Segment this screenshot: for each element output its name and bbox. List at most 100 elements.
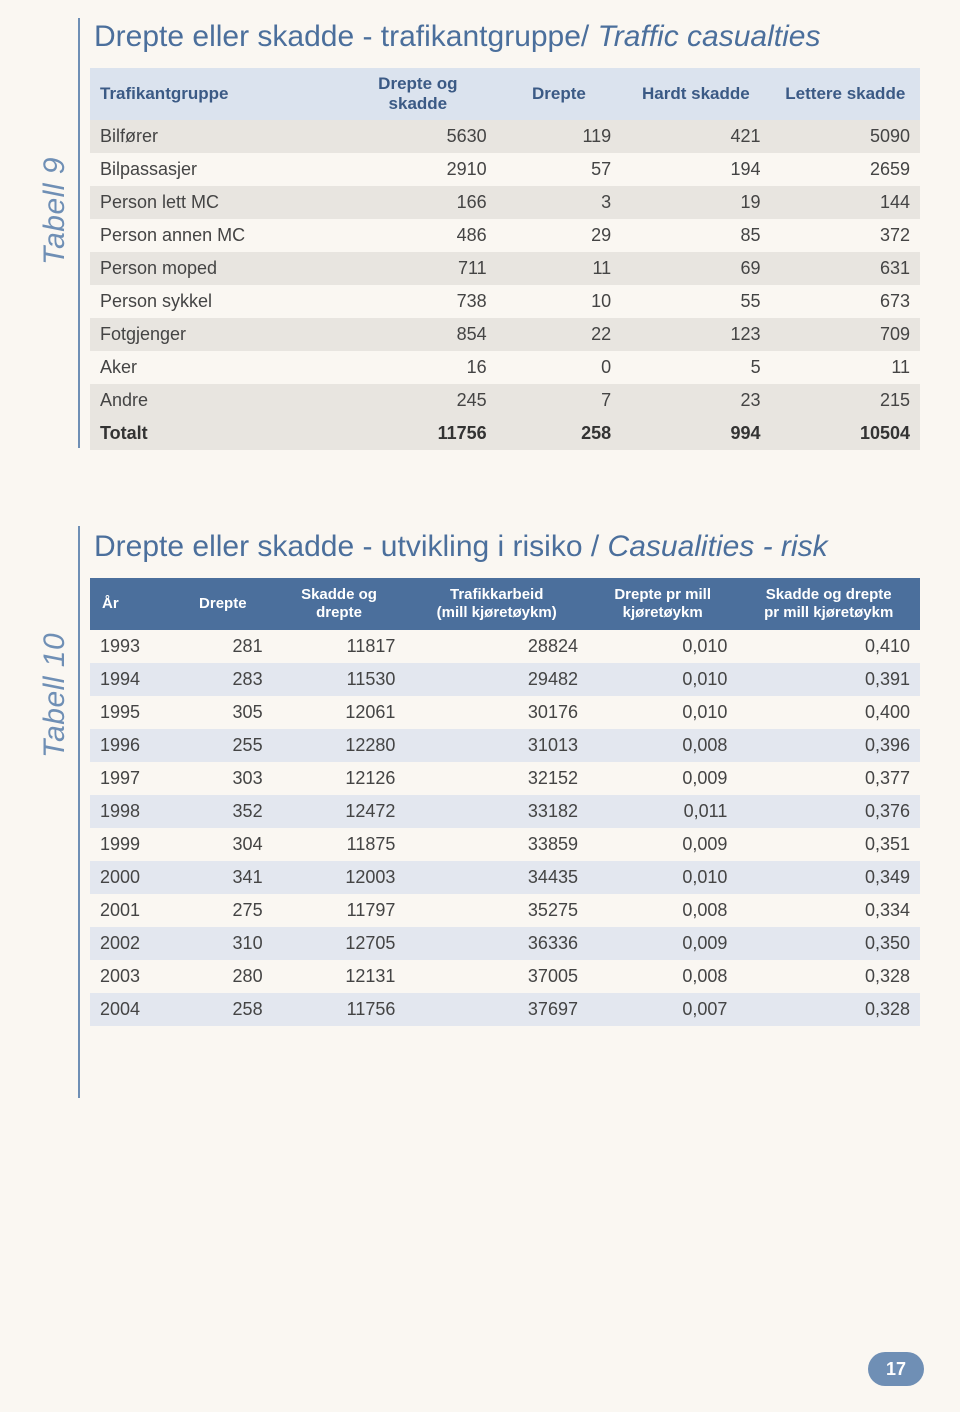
table-cell: 352 xyxy=(173,795,273,828)
table-cell: 85 xyxy=(621,219,770,252)
table-cell: 35275 xyxy=(405,894,588,927)
table-cell: 5630 xyxy=(339,120,497,153)
table-row: Person moped7111169631 xyxy=(90,252,920,285)
table-row: 199328111817288240,0100,410 xyxy=(90,630,920,663)
table-cell: 0,391 xyxy=(737,663,920,696)
table-cell: 34435 xyxy=(405,861,588,894)
table9-title-italic: Traffic casualties xyxy=(598,20,821,53)
table-cell: Fotgjenger xyxy=(90,318,339,351)
table-cell: 11756 xyxy=(273,993,406,1026)
table-cell: 2004 xyxy=(90,993,173,1026)
page-number-badge: 17 xyxy=(868,1352,924,1386)
table-cell: 0,008 xyxy=(588,960,737,993)
table-total-row: Totalt1175625899410504 xyxy=(90,417,920,450)
table-row: Fotgjenger85422123709 xyxy=(90,318,920,351)
table-row: Bilpassasjer2910571942659 xyxy=(90,153,920,186)
table-cell: 7 xyxy=(497,384,622,417)
table-cell: 421 xyxy=(621,120,770,153)
table9-title-plain: Drepte eller skadde - trafikantgruppe/ xyxy=(94,20,598,53)
table9-title: Drepte eller skadde - trafikantgruppe/ T… xyxy=(90,20,920,54)
table-cell: Totalt xyxy=(90,417,339,450)
table-row: 199428311530294820,0100,391 xyxy=(90,663,920,696)
page-number: 17 xyxy=(886,1359,906,1380)
table-cell: 1994 xyxy=(90,663,173,696)
table10-title-plain: Drepte eller skadde - utvikling i risiko… xyxy=(94,530,608,563)
table10-col-2: Skadde ogdrepte xyxy=(273,578,406,630)
table-cell: 283 xyxy=(173,663,273,696)
table-cell: 0,376 xyxy=(737,795,920,828)
table-cell: 303 xyxy=(173,762,273,795)
table-cell: 12280 xyxy=(273,729,406,762)
table-row: 200328012131370050,0080,328 xyxy=(90,960,920,993)
table-cell: 0,011 xyxy=(588,795,737,828)
table9-col-3: Hardt skadde xyxy=(621,68,770,120)
table-cell: 0,008 xyxy=(588,894,737,927)
table-cell: Bilpassasjer xyxy=(90,153,339,186)
table-cell: 1993 xyxy=(90,630,173,663)
table-cell: 166 xyxy=(339,186,497,219)
table-cell: 0 xyxy=(497,351,622,384)
table-cell: 994 xyxy=(621,417,770,450)
table-cell: 0,377 xyxy=(737,762,920,795)
table-cell: Person sykkel xyxy=(90,285,339,318)
table9-col-4: Lettere skadde xyxy=(771,68,920,120)
table-cell: 245 xyxy=(339,384,497,417)
table-cell: 486 xyxy=(339,219,497,252)
table-cell: 12003 xyxy=(273,861,406,894)
table-cell: 10 xyxy=(497,285,622,318)
table-cell: 37697 xyxy=(405,993,588,1026)
table-cell: 372 xyxy=(771,219,920,252)
table9: Trafikantgruppe Drepte og skadde Drepte … xyxy=(90,68,920,450)
table-cell: 0,009 xyxy=(588,762,737,795)
table-cell: 29482 xyxy=(405,663,588,696)
table10-title: Drepte eller skadde - utvikling i risiko… xyxy=(90,530,920,564)
table-cell: 1997 xyxy=(90,762,173,795)
table-row: 199930411875338590,0090,351 xyxy=(90,828,920,861)
table-cell: Andre xyxy=(90,384,339,417)
table-cell: 194 xyxy=(621,153,770,186)
table-cell: 55 xyxy=(621,285,770,318)
table-cell: 11817 xyxy=(273,630,406,663)
table-cell: 280 xyxy=(173,960,273,993)
table-cell: Person moped xyxy=(90,252,339,285)
tab-label-9: Tabell 9 xyxy=(38,157,72,265)
table-cell: 305 xyxy=(173,696,273,729)
vertical-rule xyxy=(78,526,80,1098)
table-cell: 215 xyxy=(771,384,920,417)
table-cell: 5090 xyxy=(771,120,920,153)
table-cell: 0,328 xyxy=(737,960,920,993)
table-cell: 5 xyxy=(621,351,770,384)
table-row: 199530512061301760,0100,400 xyxy=(90,696,920,729)
table-row: Andre245723215 xyxy=(90,384,920,417)
table-cell: 1996 xyxy=(90,729,173,762)
table-row: 199730312126321520,0090,377 xyxy=(90,762,920,795)
table-cell: 738 xyxy=(339,285,497,318)
table-cell: 258 xyxy=(173,993,273,1026)
table10-col-0: År xyxy=(90,578,173,630)
table-row: 200425811756376970,0070,328 xyxy=(90,993,920,1026)
table-cell: 631 xyxy=(771,252,920,285)
table-row: 200231012705363360,0090,350 xyxy=(90,927,920,960)
table10-col-1: Drepte xyxy=(173,578,273,630)
tab-label-10: Tabell 10 xyxy=(38,633,72,758)
table9-col-0: Trafikantgruppe xyxy=(90,68,339,120)
table-cell: 1995 xyxy=(90,696,173,729)
table10-col-5: Skadde og dreptepr mill kjøretøykm xyxy=(737,578,920,630)
table-row: 200034112003344350,0100,349 xyxy=(90,861,920,894)
table10-col-4: Drepte pr millkjøretøykm xyxy=(588,578,737,630)
table-cell: 0,008 xyxy=(588,729,737,762)
table-cell: 854 xyxy=(339,318,497,351)
table-cell: 2003 xyxy=(90,960,173,993)
table-cell: 0,010 xyxy=(588,663,737,696)
table-cell: 310 xyxy=(173,927,273,960)
table-cell: 30176 xyxy=(405,696,588,729)
table-cell: Aker xyxy=(90,351,339,384)
table-cell: 33182 xyxy=(405,795,588,828)
table-cell: 0,007 xyxy=(588,993,737,1026)
table-cell: 0,351 xyxy=(737,828,920,861)
table-cell: 12061 xyxy=(273,696,406,729)
table-cell: 123 xyxy=(621,318,770,351)
table-cell: 1999 xyxy=(90,828,173,861)
table-cell: Bilfører xyxy=(90,120,339,153)
table-cell: 0,328 xyxy=(737,993,920,1026)
